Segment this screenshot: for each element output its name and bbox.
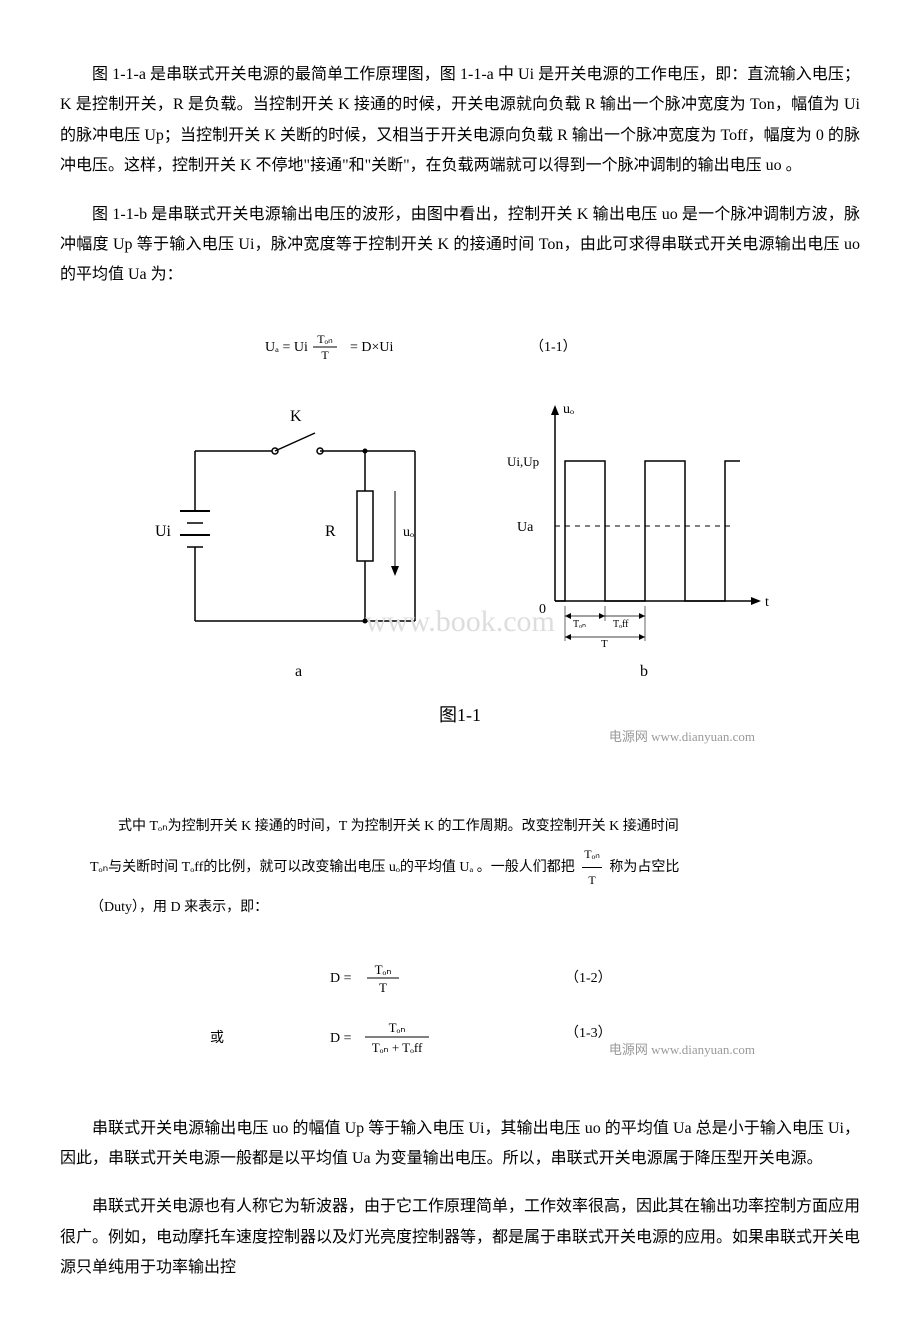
ua-label: Ua <box>517 520 534 535</box>
a-label: a <box>295 663 302 680</box>
middle-text-block: 式中 Tₒₙ为控制开关 K 接通的时间，T 为控制开关 K 的工作周期。改变控制… <box>90 812 830 922</box>
waveform-diagram: uₒ t 0 Ui,Up Ua Tₒₙ Tₒff T <box>507 402 769 680</box>
figure-1-1: Uₐ = Ui Tₒₙ T = D×Ui （1-1） Ui K <box>60 321 860 772</box>
eq1-rhs: = D×Ui <box>350 340 394 355</box>
figure-caption: 图1-1 <box>439 705 481 725</box>
eq1-frac-top: Tₒₙ <box>317 332 333 346</box>
eq3-lhs: D = <box>330 1031 352 1046</box>
eq3-prefix: 或 <box>210 1030 224 1046</box>
eq2-fb: T <box>379 980 387 995</box>
b-label: b <box>640 663 648 680</box>
equation-1-1: Uₐ = Ui Tₒₙ T = D×Ui （1-1） <box>265 332 577 362</box>
eq-source: 电源网 www.dianyuan.com <box>609 1042 755 1057</box>
eq3-fb: Tₒₙ + Tₒff <box>372 1040 423 1055</box>
mid-line2a: Tₒₙ与关断时间 Tₒff的比例，就可以改变输出电压 uₒ的平均值 Uₐ 。一般… <box>90 859 575 874</box>
figure-source: 电源网 www.dianyuan.com <box>609 729 755 744</box>
r-label: R <box>325 523 336 540</box>
ton-label: Tₒₙ <box>573 619 586 630</box>
eq2-num: （1-2） <box>565 970 612 986</box>
figure-svg: Uₐ = Ui Tₒₙ T = D×Ui （1-1） Ui K <box>135 321 785 761</box>
eq3-ft: Tₒₙ <box>389 1020 406 1035</box>
paragraph-1: 图 1-1-a 是串联式开关电源的最简单工作原理图，图 1-1-a 中 Ui 是… <box>60 60 860 182</box>
mid-frac-top: Tₒₙ <box>582 842 602 868</box>
mid-line3: （Duty），用 D 来表示，即： <box>90 900 268 915</box>
eq23-svg: D = Tₒₙ T （1-2） 或 D = Tₒₙ Tₒₙ + Tₒff （1-… <box>135 952 785 1072</box>
uo-label: uₒ <box>403 525 414 540</box>
eq3-num: （1-3） <box>565 1025 612 1041</box>
uiup-label: Ui,Up <box>507 454 539 469</box>
equations-2-3: D = Tₒₙ T （1-2） 或 D = Tₒₙ Tₒₙ + Tₒff （1-… <box>60 952 860 1083</box>
mid-line2b: 称为占空比 <box>609 859 679 874</box>
Tlabel: T <box>601 638 608 650</box>
eq2-ft: Tₒₙ <box>375 962 392 977</box>
watermark-text: www.book.com <box>365 605 555 638</box>
t-label: t <box>765 595 769 610</box>
paragraph-4: 串联式开关电源也有人称它为斩波器，由于它工作原理简单，工作效率很高，因此其在输出… <box>60 1192 860 1283</box>
eq1-frac-bot: T <box>321 348 329 362</box>
mid-line1: 式中 Tₒₙ为控制开关 K 接通的时间，T 为控制开关 K 的工作周期。改变控制… <box>118 819 679 834</box>
paragraph-3: 串联式开关电源输出电压 uo 的幅值 Up 等于输入电压 Ui，其输出电压 uo… <box>60 1114 860 1175</box>
paragraph-2: 图 1-1-b 是串联式开关电源输出电压的波形，由图中看出，控制开关 K 输出电… <box>60 200 860 291</box>
eq2-lhs: D = <box>330 971 352 986</box>
eq1-num: （1-1） <box>530 339 577 355</box>
ui-label: Ui <box>155 523 172 540</box>
mid-frac-bot: T <box>582 868 602 893</box>
circuit-diagram: Ui K R uₒ a <box>155 408 415 680</box>
y-axis-label: uₒ <box>563 402 574 417</box>
eq1-lhs: Uₐ = Ui <box>265 340 308 355</box>
toff-label: Tₒff <box>613 619 629 630</box>
k-label: K <box>290 408 302 425</box>
